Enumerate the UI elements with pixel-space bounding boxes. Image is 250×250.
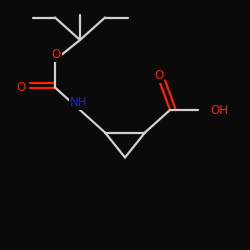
Text: OH: OH	[210, 104, 228, 117]
Text: O: O	[16, 81, 26, 94]
Text: O: O	[52, 48, 61, 62]
Text: O: O	[154, 69, 164, 82]
Text: NH: NH	[70, 96, 87, 109]
